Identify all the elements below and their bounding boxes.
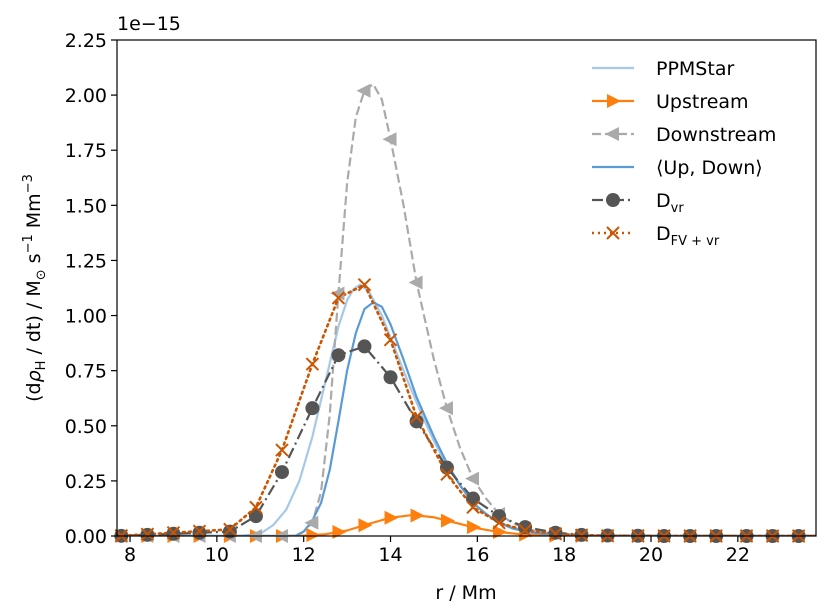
series-marker-5	[305, 357, 320, 371]
x-tick-label: 14	[378, 544, 402, 566]
legend-marker-1	[607, 94, 621, 108]
series-marker-4	[222, 524, 237, 539]
y-tick-label: 0.00	[65, 526, 107, 548]
y-label-mm-exp: −3	[21, 174, 36, 193]
series-marker-5	[492, 516, 506, 530]
y-tick-label: 1.25	[65, 250, 107, 272]
y-label-sub-h: H	[34, 361, 49, 371]
legend-label-4: Dvr	[656, 190, 684, 216]
x-tick-label: 22	[726, 544, 750, 566]
legend-marker-2	[605, 127, 619, 141]
series-marker-4	[192, 525, 207, 540]
series-marker-2	[408, 275, 423, 290]
series-marker-5	[166, 525, 181, 540]
series-marker-4	[466, 491, 481, 506]
series-marker-4	[331, 348, 346, 363]
y-tick-label: 2.25	[65, 30, 107, 52]
series-marker-1	[358, 518, 373, 533]
series-marker-1	[332, 524, 347, 539]
y-tick-label: 2.00	[65, 85, 107, 107]
series-marker-4	[357, 339, 372, 354]
series-marker-2	[465, 471, 480, 486]
legend-label-5: DFV + vr	[656, 223, 720, 249]
x-tick-label: 16	[465, 544, 489, 566]
series-line-4	[117, 345, 816, 536]
x-tick-label: 8	[124, 544, 136, 566]
series-marker-1	[384, 510, 399, 525]
series-marker-1	[410, 508, 425, 523]
series-marker-5	[574, 528, 589, 542]
series-marker-5	[331, 291, 346, 305]
y-label-mm: Mm	[23, 193, 45, 234]
y-label-s-exp: −1	[21, 234, 36, 253]
x-tick-label: 10	[205, 544, 229, 566]
series-marker-5	[223, 522, 237, 537]
legend-label-main: D	[656, 223, 671, 245]
y-label-sun: ⊙	[34, 269, 49, 280]
legend-label-2: Downstream	[656, 124, 776, 146]
series-marker-1	[440, 513, 455, 528]
series-line-3	[117, 301, 816, 536]
series-line-2	[117, 82, 816, 536]
series-marker-5	[357, 277, 372, 292]
series-marker-2	[330, 286, 345, 301]
legend-label-sub: vr	[671, 201, 685, 216]
series-marker-4	[439, 460, 454, 475]
legend-marker-5	[606, 226, 620, 240]
legend-label-main: Downstream	[656, 124, 776, 146]
plot-frame	[116, 39, 817, 537]
series-marker-1	[306, 528, 321, 543]
series-marker-2	[356, 83, 371, 98]
y-label-open: (d	[23, 382, 45, 401]
series-marker-5	[409, 410, 424, 424]
series-marker-2	[438, 401, 453, 416]
series-marker-4	[383, 370, 398, 385]
series-marker-5	[440, 467, 454, 481]
y-tick-label: 1.50	[65, 195, 107, 217]
y-tick-label: 1.75	[65, 140, 107, 162]
x-tick-label: 20	[639, 544, 663, 566]
x-tick-label: 12	[292, 544, 316, 566]
legend-label-main: Upstream	[656, 91, 749, 113]
legend-label-sub: FV + vr	[671, 234, 720, 249]
series-marker-2	[304, 515, 319, 530]
series-marker-5	[518, 523, 532, 538]
x-axis-label: r / Mm	[435, 582, 496, 604]
series-marker-1	[467, 520, 482, 535]
y-axis-label: (dρH / dt) / M⊙ s−1 Mm−3	[21, 174, 49, 402]
legend-label-main: PPMStar	[656, 58, 734, 80]
legend-label-main: ⟨Up, Down⟩	[656, 157, 763, 179]
series-marker-4	[409, 414, 424, 429]
y-tick-label: 0.50	[65, 416, 107, 438]
y-tick-label: 1.00	[65, 306, 107, 328]
series-marker-4	[492, 509, 507, 524]
legend-label-main: D	[656, 190, 671, 212]
series-marker-5	[192, 524, 207, 538]
series-marker-5	[466, 500, 480, 515]
series-marker-4	[274, 465, 289, 480]
legend-label-0: PPMStar	[656, 58, 734, 80]
legend-label-1: Upstream	[656, 91, 749, 113]
series-marker-5	[140, 527, 155, 541]
series-marker-5	[383, 333, 398, 347]
y-tick-label: 0.25	[65, 471, 107, 493]
legend-marker-4	[606, 193, 620, 207]
series-marker-5	[548, 527, 563, 541]
series-marker-4	[305, 401, 320, 416]
y-label-mid: / dt) / M	[23, 280, 45, 360]
series-marker-4	[518, 520, 533, 535]
y-label-s: s	[23, 253, 45, 269]
series-marker-5	[275, 443, 289, 457]
series-marker-2	[382, 132, 397, 147]
legend-label-3: ⟨Up, Down⟩	[656, 157, 763, 179]
x-tick-label: 18	[552, 544, 576, 566]
series-marker-5	[249, 500, 263, 515]
y-label-rho: ρ	[23, 370, 45, 382]
y-offset-label: 1e−15	[117, 13, 181, 35]
y-tick-label: 0.75	[65, 361, 107, 383]
series-marker-4	[248, 509, 263, 524]
